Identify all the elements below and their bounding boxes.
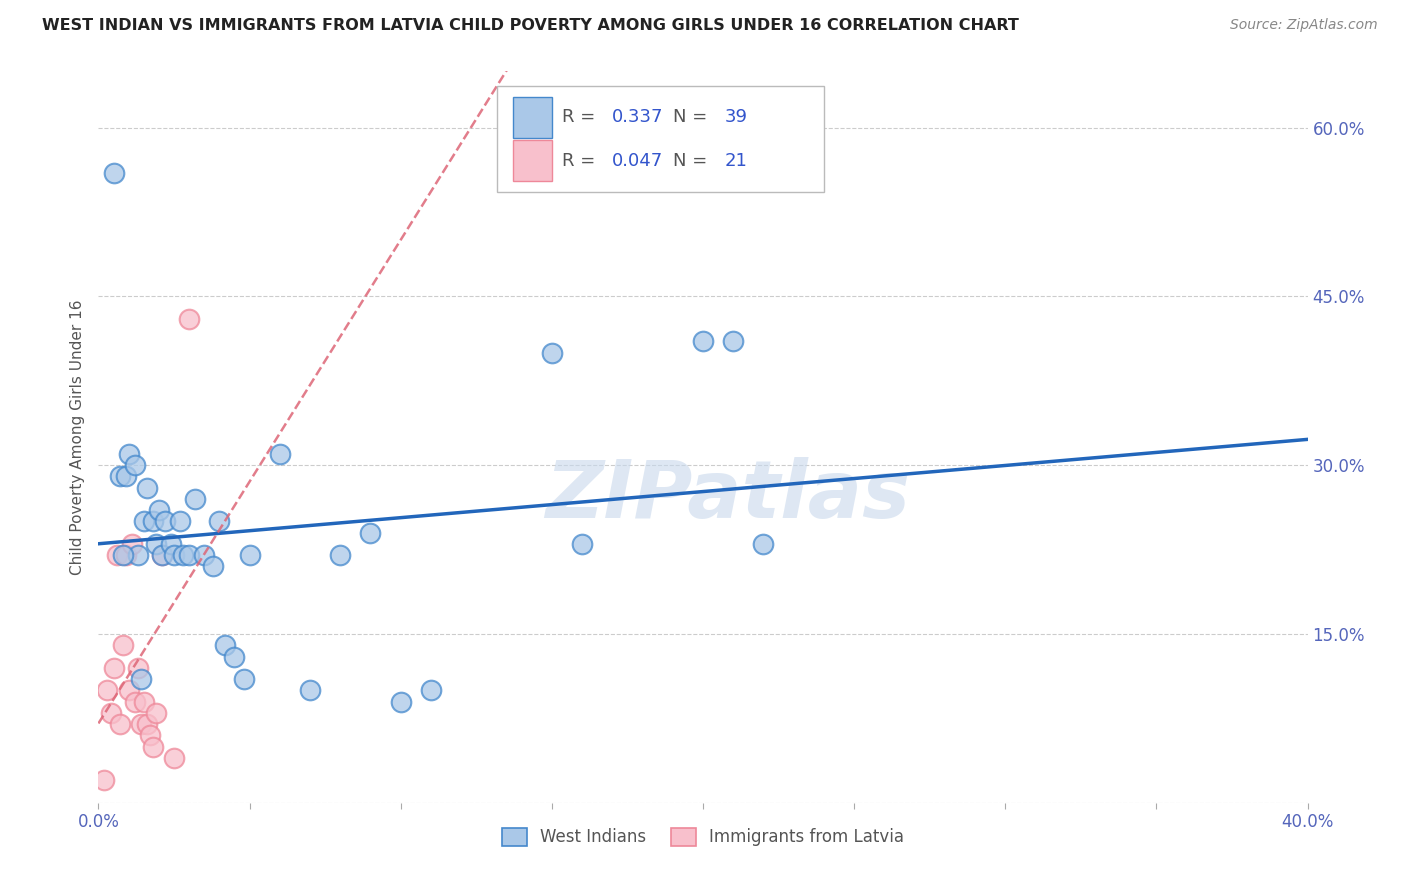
Text: 0.337: 0.337 xyxy=(613,108,664,127)
Point xyxy=(124,458,146,473)
Point xyxy=(150,548,173,562)
Point xyxy=(571,537,593,551)
Point xyxy=(163,548,186,562)
Point xyxy=(103,661,125,675)
FancyBboxPatch shape xyxy=(513,140,551,181)
Text: R =: R = xyxy=(561,108,600,127)
Point xyxy=(100,706,122,720)
Point xyxy=(329,548,352,562)
Point xyxy=(169,515,191,529)
Point xyxy=(184,491,207,506)
Point xyxy=(118,447,141,461)
Text: 21: 21 xyxy=(724,152,748,169)
Point xyxy=(139,728,162,742)
Point xyxy=(193,548,215,562)
Point xyxy=(160,537,183,551)
Point xyxy=(129,672,152,686)
Point xyxy=(692,334,714,349)
Point xyxy=(723,334,745,349)
Y-axis label: Child Poverty Among Girls Under 16: Child Poverty Among Girls Under 16 xyxy=(70,300,86,574)
Point xyxy=(118,683,141,698)
Point xyxy=(142,739,165,754)
Legend: West Indians, Immigrants from Latvia: West Indians, Immigrants from Latvia xyxy=(495,821,911,853)
Point xyxy=(232,672,254,686)
Point xyxy=(540,345,562,359)
Point xyxy=(105,548,128,562)
Point xyxy=(93,773,115,788)
Point xyxy=(389,694,412,708)
Point xyxy=(127,548,149,562)
Point xyxy=(111,548,134,562)
Point xyxy=(239,548,262,562)
Point xyxy=(96,683,118,698)
Point xyxy=(208,515,231,529)
Point xyxy=(127,661,149,675)
Point xyxy=(121,537,143,551)
Point xyxy=(148,503,170,517)
Text: 39: 39 xyxy=(724,108,748,127)
Text: 0.047: 0.047 xyxy=(613,152,664,169)
Text: Source: ZipAtlas.com: Source: ZipAtlas.com xyxy=(1230,18,1378,32)
Point xyxy=(132,694,155,708)
Point xyxy=(179,548,201,562)
Point xyxy=(111,638,134,652)
Point xyxy=(129,717,152,731)
Point xyxy=(202,559,225,574)
Point xyxy=(214,638,236,652)
Point xyxy=(114,469,136,483)
FancyBboxPatch shape xyxy=(513,97,551,137)
Point xyxy=(153,515,176,529)
Point xyxy=(752,537,775,551)
Point xyxy=(114,548,136,562)
Point xyxy=(360,525,382,540)
Point xyxy=(103,166,125,180)
FancyBboxPatch shape xyxy=(498,86,824,192)
Point xyxy=(124,694,146,708)
Text: WEST INDIAN VS IMMIGRANTS FROM LATVIA CHILD POVERTY AMONG GIRLS UNDER 16 CORRELA: WEST INDIAN VS IMMIGRANTS FROM LATVIA CH… xyxy=(42,18,1019,33)
Point xyxy=(135,481,157,495)
Point xyxy=(420,683,443,698)
Point xyxy=(132,515,155,529)
Point xyxy=(224,649,246,664)
Text: N =: N = xyxy=(673,108,713,127)
Point xyxy=(163,751,186,765)
Point xyxy=(145,537,167,551)
Point xyxy=(135,717,157,731)
Point xyxy=(145,706,167,720)
Point xyxy=(299,683,322,698)
Text: ZIPatlas: ZIPatlas xyxy=(544,457,910,534)
Text: N =: N = xyxy=(673,152,713,169)
Point xyxy=(269,447,291,461)
Point xyxy=(172,548,194,562)
Text: R =: R = xyxy=(561,152,600,169)
Point xyxy=(179,312,201,326)
Point xyxy=(150,548,173,562)
Point xyxy=(108,717,131,731)
Point xyxy=(142,515,165,529)
Point xyxy=(108,469,131,483)
